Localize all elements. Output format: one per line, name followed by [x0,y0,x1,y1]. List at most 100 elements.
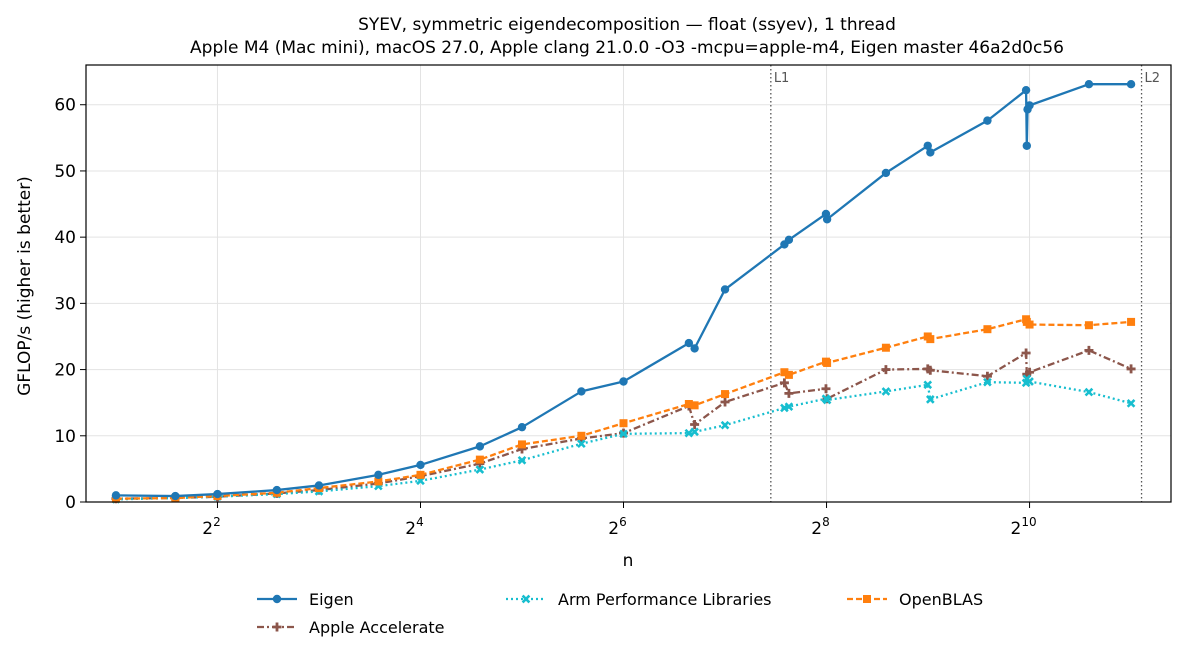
data-point [518,440,527,449]
data-point [926,148,935,157]
data-point [1127,317,1136,326]
legend-item: Eigen [257,590,354,609]
legend-label: Apple Accelerate [309,618,445,637]
x-tick-label: 24 [405,515,423,539]
y-tick-label: 50 [54,162,76,182]
x-tick-exponent: 4 [416,515,424,529]
legend-item: OpenBLAS [847,590,983,609]
data-point [983,116,992,125]
data-point [1126,364,1136,374]
x-tick-exponent: 8 [822,515,830,529]
legend-marker [521,594,531,604]
data-point [213,489,222,499]
legend-marker [272,594,282,604]
x-axis-label: n [623,551,634,571]
data-point [517,422,527,432]
data-point [517,455,527,465]
cache-line-label: L1 [774,71,790,86]
data-point [1022,141,1032,150]
x-tick-label: 26 [608,515,626,539]
data-point [780,368,789,377]
legend-item: Apple Accelerate [257,618,445,637]
data-point [1084,321,1093,330]
data-point [1025,377,1034,386]
data-point [577,387,586,396]
data-point [577,431,586,440]
data-point [475,455,484,464]
data-point [822,395,832,405]
data-point [1021,85,1031,95]
data-point [475,465,485,474]
y-tick-label: 40 [54,228,76,248]
data-point [272,485,282,495]
data-point [784,370,793,379]
data-point [1021,348,1031,358]
data-point [619,429,628,439]
data-point [720,397,730,407]
data-point [881,365,891,375]
data-point [784,388,794,398]
data-point [111,491,121,500]
data-point [374,470,383,480]
data-point [690,427,699,437]
y-axis-label: GFLOP/s (higher is better) [15,176,35,396]
x-tick-label: 28 [811,515,829,539]
data-point [1084,345,1094,355]
data-point [690,344,699,353]
data-point [684,428,694,438]
data-point [983,325,992,334]
y-tick-label: 30 [54,294,76,314]
data-point [619,377,628,386]
y-tick-label: 60 [54,96,76,116]
legend-label: OpenBLAS [899,590,983,609]
data-point [923,141,932,150]
data-point [1084,80,1094,89]
data-point [779,378,789,388]
legend-item: Arm Performance Libraries [506,590,772,609]
data-point [416,460,425,470]
data-point [1126,80,1136,89]
y-tick-label: 20 [54,361,76,381]
x-tick-exponent: 2 [213,515,221,529]
data-point [982,371,992,381]
legend-marker [272,622,282,632]
data-point [171,491,180,501]
x-tick-exponent: 6 [619,515,627,529]
grid [86,65,1171,503]
x-tick-base: 2 [1011,519,1022,539]
data-point [619,419,628,428]
legend: Eigen Apple Accelerate Arm Performance Lib… [257,590,983,637]
data-point [314,481,324,490]
x-tick-base: 2 [811,519,822,539]
legend-label: Arm Performance Libraries [558,590,772,609]
cache-line-label: L2 [1145,71,1161,86]
data-point [684,400,693,409]
series-line [115,83,1132,498]
data-point [784,402,794,411]
data-point [881,343,890,352]
data-point [821,384,831,394]
plot-frame [85,64,1172,503]
data-point [926,335,935,344]
data-point [881,387,891,396]
x-tick-base: 2 [202,519,213,539]
data-point [1025,320,1034,329]
data-point [923,380,933,390]
data-point [1025,101,1034,110]
legend-label: Eigen [309,590,354,609]
data-point [925,395,935,404]
data-point [784,235,794,244]
data-point [684,338,694,348]
data-point [925,365,935,375]
data-point [983,377,992,387]
data-point [577,439,586,449]
legend-marker [863,595,871,603]
data-point [822,215,832,224]
x-tick-label: 210 [1011,515,1037,539]
data-point [1084,387,1094,397]
data-point [690,420,700,430]
chart-subtitle: Apple M4 (Mac mini), macOS 27.0, Apple c… [190,38,1064,58]
x-tick-label: 22 [202,515,220,539]
